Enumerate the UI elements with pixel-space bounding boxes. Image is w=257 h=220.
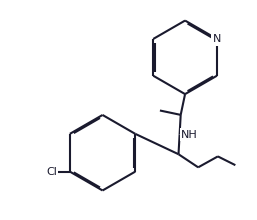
Text: Cl: Cl	[46, 167, 57, 177]
Text: NH: NH	[181, 130, 197, 139]
Text: N: N	[213, 34, 221, 44]
